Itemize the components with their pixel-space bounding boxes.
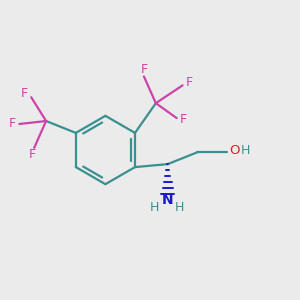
Text: N: N	[162, 193, 173, 207]
Text: H: H	[240, 144, 250, 157]
Text: F: F	[140, 63, 148, 76]
Text: F: F	[29, 148, 36, 161]
Text: F: F	[180, 113, 187, 126]
Text: F: F	[21, 87, 28, 100]
Text: F: F	[9, 118, 16, 130]
Text: H: H	[150, 201, 159, 214]
Text: F: F	[185, 76, 193, 89]
Text: O: O	[229, 144, 240, 157]
Text: H: H	[175, 201, 184, 214]
